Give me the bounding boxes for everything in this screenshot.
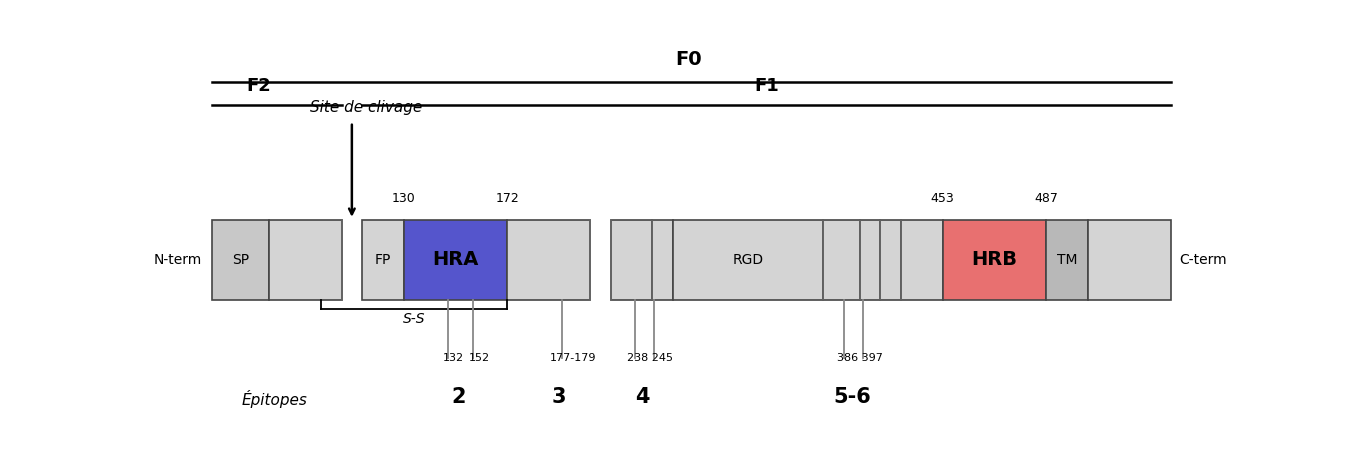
Text: Site de clivage: Site de clivage	[311, 99, 423, 114]
Bar	[211, 219, 269, 300]
Bar	[674, 219, 824, 300]
Text: SP: SP	[232, 252, 250, 267]
Bar	[404, 219, 507, 300]
Bar	[859, 219, 880, 300]
Bar	[507, 219, 591, 300]
Bar	[880, 219, 902, 300]
Text: F0: F0	[675, 50, 702, 69]
Text: F1: F1	[754, 77, 779, 95]
Text: 152: 152	[469, 353, 490, 363]
Text: 132: 132	[443, 353, 464, 363]
Bar	[269, 219, 341, 300]
Text: TM: TM	[1057, 252, 1078, 267]
Bar	[363, 219, 404, 300]
Bar	[824, 219, 859, 300]
Text: 2: 2	[451, 387, 466, 406]
Bar	[1087, 219, 1170, 300]
Text: S-S: S-S	[402, 312, 426, 326]
Text: 177-179: 177-179	[550, 353, 596, 363]
Text: 130: 130	[391, 192, 416, 205]
Text: C-term: C-term	[1178, 252, 1226, 267]
Text: RGD: RGD	[732, 252, 764, 267]
Text: 172: 172	[495, 192, 520, 205]
Text: HRB: HRB	[971, 250, 1018, 269]
Text: 386 397: 386 397	[837, 353, 883, 363]
Bar	[1046, 219, 1087, 300]
Text: N-term: N-term	[153, 252, 202, 267]
Text: F2: F2	[247, 77, 271, 95]
Text: HRA: HRA	[432, 250, 479, 269]
Text: 238 245: 238 245	[626, 353, 672, 363]
Text: FP: FP	[375, 252, 391, 267]
Text: 453: 453	[930, 192, 955, 205]
Text: 3: 3	[552, 387, 566, 406]
Bar	[611, 219, 652, 300]
Bar	[652, 219, 674, 300]
Text: Épitopes: Épitopes	[241, 390, 307, 408]
Bar	[902, 219, 943, 300]
Bar	[943, 219, 1046, 300]
Text: 5-6: 5-6	[833, 387, 872, 406]
Text: 487: 487	[1034, 192, 1058, 205]
Text: 4: 4	[634, 387, 649, 406]
